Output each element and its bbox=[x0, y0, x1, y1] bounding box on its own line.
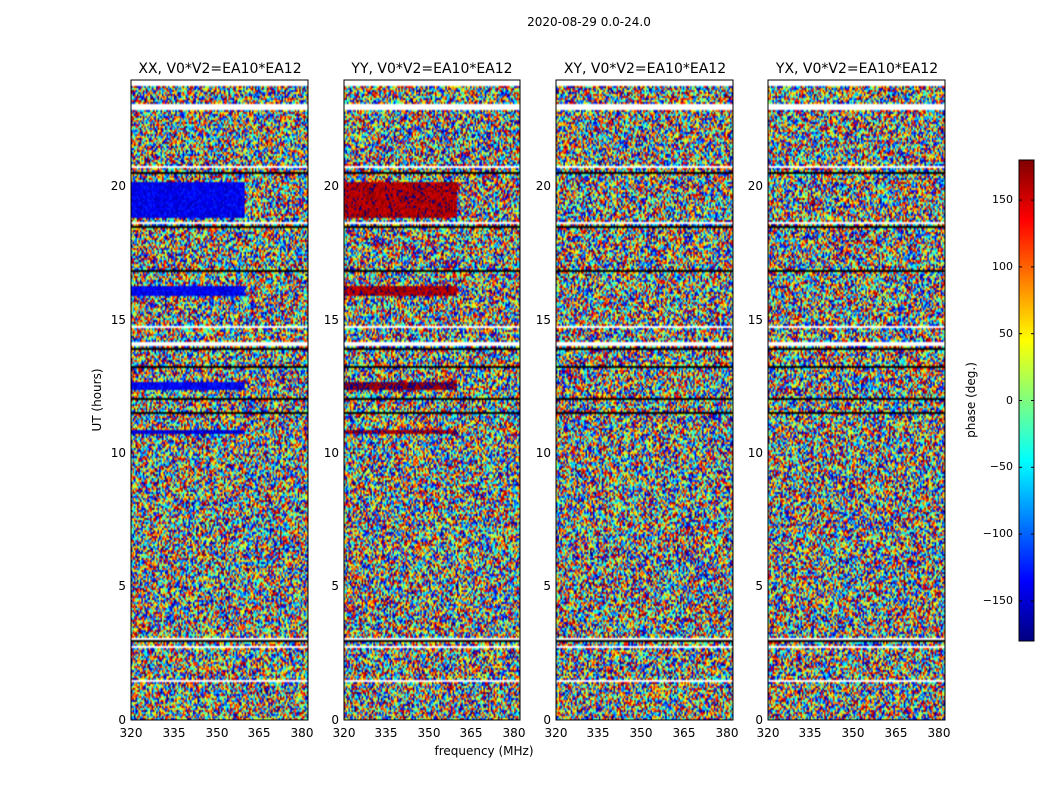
x-tick-label: 380 bbox=[503, 726, 526, 740]
y-tick-label: 10 bbox=[536, 446, 551, 460]
x-tick-label: 350 bbox=[418, 726, 441, 740]
y-tick-label: 15 bbox=[324, 313, 339, 327]
x-tick-labels: 320 335 350 365 380 bbox=[757, 726, 951, 740]
x-tick-label: 335 bbox=[163, 726, 186, 740]
colorbar-tick-label: 150 bbox=[992, 193, 1013, 206]
x-tick-label: 380 bbox=[291, 726, 314, 740]
heatmap-image bbox=[768, 80, 945, 720]
panel-title: XX, V0*V2=EA10*EA12 bbox=[138, 61, 301, 77]
y-tick-label: 0 bbox=[331, 713, 339, 727]
y-tick-label: 10 bbox=[748, 446, 763, 460]
colorbar-tick-label: 50 bbox=[999, 327, 1013, 340]
y-tick-label: 20 bbox=[536, 179, 551, 193]
panel-title: YX, V0*V2=EA10*EA12 bbox=[775, 61, 938, 77]
heatmap-image bbox=[131, 80, 308, 720]
x-tick-label: 320 bbox=[120, 726, 143, 740]
x-tick-label: 365 bbox=[460, 726, 483, 740]
y-tick-labels: 0 5 10 15 20 bbox=[324, 179, 339, 727]
y-tick-label: 20 bbox=[748, 179, 763, 193]
x-tick-label: 335 bbox=[799, 726, 822, 740]
y-tick-label: 5 bbox=[543, 579, 551, 593]
panel-title: XY, V0*V2=EA10*EA12 bbox=[564, 61, 726, 77]
x-tick-label: 380 bbox=[928, 726, 951, 740]
panel-title: YY, V0*V2=EA10*EA12 bbox=[350, 61, 512, 77]
panel-yy: YY, V0*V2=EA10*EA12 320 335 350 365 380 … bbox=[324, 61, 534, 758]
colorbar-label: phase (deg.) bbox=[964, 362, 978, 438]
y-axis-label: UT (hours) bbox=[90, 368, 104, 431]
x-tick-label: 350 bbox=[206, 726, 229, 740]
plot-frame bbox=[130, 79, 309, 721]
y-tick-label: 0 bbox=[755, 713, 763, 727]
x-tick-label: 335 bbox=[375, 726, 398, 740]
x-tick-label: 350 bbox=[842, 726, 865, 740]
x-tick-label: 380 bbox=[716, 726, 739, 740]
y-tick-label: 15 bbox=[748, 313, 763, 327]
figure-title: 2020-08-29 0.0-24.0 bbox=[527, 15, 651, 29]
heatmap-image bbox=[344, 80, 520, 720]
y-tick-label: 10 bbox=[111, 446, 126, 460]
x-tick-label: 320 bbox=[545, 726, 568, 740]
plot-frame bbox=[555, 79, 734, 721]
y-tick-label: 20 bbox=[324, 179, 339, 193]
x-tick-label: 350 bbox=[630, 726, 653, 740]
colorbar-ticks: 150 100 50 0 −50 −100 −150 bbox=[983, 193, 1034, 607]
x-tick-labels: 320 335 350 365 380 bbox=[545, 726, 739, 740]
heatmap-image bbox=[556, 80, 733, 720]
plot-frame bbox=[343, 79, 521, 721]
x-tick-label: 365 bbox=[673, 726, 696, 740]
colorbar-tick-label: −150 bbox=[983, 594, 1013, 607]
y-tick-label: 10 bbox=[324, 446, 339, 460]
panel-xx: XX, V0*V2=EA10*EA12 320 335 350 365 380 … bbox=[90, 61, 313, 740]
x-tick-label: 365 bbox=[248, 726, 271, 740]
plot-frame bbox=[767, 79, 946, 721]
colorbar-tick-label: 0 bbox=[1006, 394, 1013, 407]
panel-yx: YX, V0*V2=EA10*EA12 320 335 350 365 380 … bbox=[748, 61, 951, 740]
x-axis-label: frequency (MHz) bbox=[434, 744, 533, 758]
x-tick-labels: 320 335 350 365 380 bbox=[120, 726, 314, 740]
x-tick-label: 335 bbox=[587, 726, 610, 740]
y-tick-labels: 0 5 10 15 20 bbox=[111, 179, 126, 727]
colorbar-tick-label: −100 bbox=[983, 527, 1013, 540]
y-tick-label: 5 bbox=[118, 579, 126, 593]
y-tick-labels: 0 5 10 15 20 bbox=[536, 179, 551, 727]
x-tick-labels: 320 335 350 365 380 bbox=[333, 726, 526, 740]
panel-xy: XY, V0*V2=EA10*EA12 320 335 350 365 380 … bbox=[536, 61, 739, 740]
colorbar-tick-label: 100 bbox=[992, 260, 1013, 273]
y-tick-label: 0 bbox=[118, 713, 126, 727]
colorbar: 150 100 50 0 −50 −100 −150 phase (deg.) bbox=[964, 159, 1035, 642]
y-tick-label: 20 bbox=[111, 179, 126, 193]
y-tick-label: 15 bbox=[111, 313, 126, 327]
x-tick-label: 320 bbox=[333, 726, 356, 740]
colorbar-tick-label: −50 bbox=[990, 460, 1013, 473]
x-tick-label: 320 bbox=[757, 726, 780, 740]
y-tick-labels: 0 5 10 15 20 bbox=[748, 179, 763, 727]
y-tick-label: 5 bbox=[331, 579, 339, 593]
y-tick-label: 0 bbox=[543, 713, 551, 727]
y-tick-label: 15 bbox=[536, 313, 551, 327]
y-tick-label: 5 bbox=[755, 579, 763, 593]
x-tick-label: 365 bbox=[885, 726, 908, 740]
